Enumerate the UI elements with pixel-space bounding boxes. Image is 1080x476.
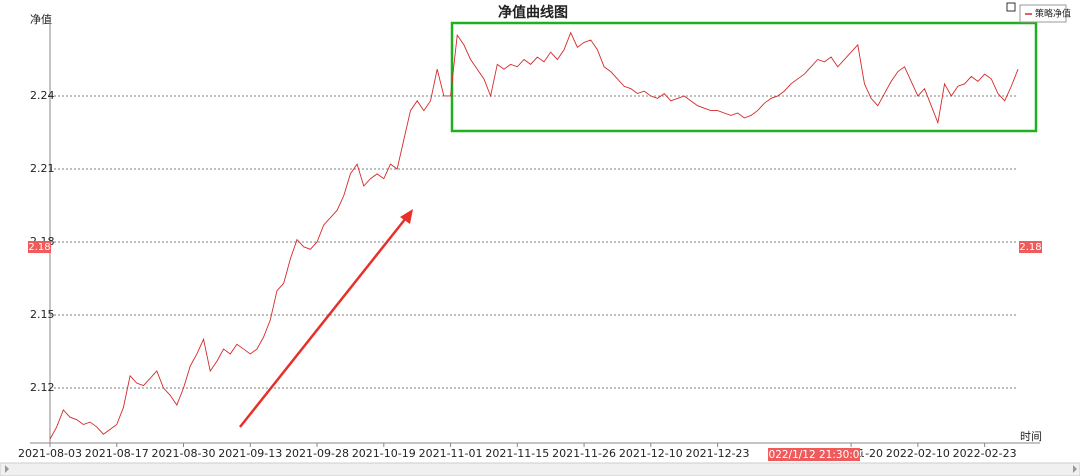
crosshair-y-left: 2.18 bbox=[28, 242, 50, 253]
x-tick-label: 2021-08-30 bbox=[152, 447, 216, 460]
scroll-left[interactable] bbox=[5, 465, 9, 473]
x-tick-label: 2022-02-23 bbox=[953, 447, 1017, 460]
x-tick-label: 2021-11-01 bbox=[419, 447, 483, 460]
x-tick-label: 2021-12-23 bbox=[686, 447, 750, 460]
x-tick-label: 2021-10-19 bbox=[352, 447, 416, 460]
crosshair-y-right: 2.18 bbox=[1019, 242, 1041, 253]
y-tick-label: 2.12 bbox=[30, 381, 55, 394]
crosshair-x-label: 2022/1/12 21:30:00 bbox=[762, 449, 866, 461]
x-tick-label: 2021-08-17 bbox=[85, 447, 149, 460]
y-tick-label: 2.15 bbox=[30, 308, 55, 321]
y-tick-label: 2.21 bbox=[30, 162, 55, 175]
legend-label: 策略净值 bbox=[1035, 8, 1071, 20]
legend-toggle[interactable] bbox=[1006, 2, 1016, 12]
x-tick-label: 2021-11-26 bbox=[552, 447, 616, 460]
x-tick-label: 2022-02-10 bbox=[886, 447, 950, 460]
series-line bbox=[49, 31, 1019, 440]
crosshair-y-right-box bbox=[1019, 240, 1042, 253]
x-tick-label: 2021-09-13 bbox=[218, 447, 282, 460]
x-tick-label: 2021-08-03 bbox=[18, 447, 82, 460]
trend-arrow bbox=[239, 209, 413, 428]
legend-box bbox=[1019, 4, 1067, 23]
y-axis-label: 净值 bbox=[30, 12, 52, 26]
chart-title: 净值曲线图 bbox=[498, 4, 568, 21]
crosshair-x-box bbox=[768, 448, 860, 461]
x-axis-label: 时间 bbox=[1020, 430, 1042, 443]
y-tick-label: 2.24 bbox=[30, 89, 55, 102]
x-tick-label: 2021-11-15 bbox=[485, 447, 549, 460]
scroll-right[interactable] bbox=[1073, 465, 1077, 473]
scrollbar[interactable] bbox=[0, 462, 1080, 476]
highlight-box bbox=[450, 21, 1038, 133]
crosshair-y-left-box bbox=[28, 240, 51, 253]
x-tick-label: 2021-12-10 bbox=[619, 447, 683, 460]
x-tick-label: 2021-09-28 bbox=[285, 447, 349, 460]
